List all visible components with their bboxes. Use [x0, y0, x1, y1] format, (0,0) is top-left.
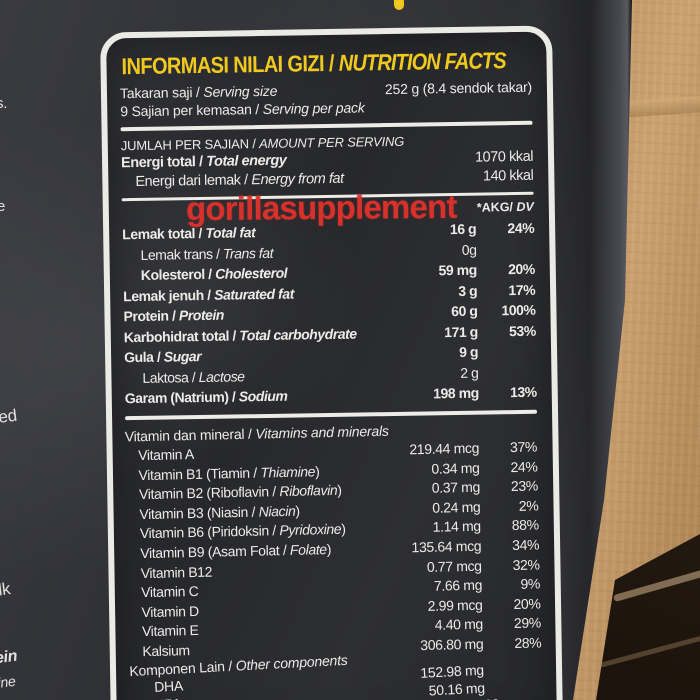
dv-header-dv: DV [516, 199, 534, 215]
dv-header-akg: *AKG/ [476, 200, 517, 215]
package-text-fragment: tine [0, 672, 17, 692]
panel-title-en: NUTRITION FACTS [338, 47, 506, 76]
package-text-fragment: ein [0, 647, 19, 668]
package-text-fragment: e [0, 198, 6, 215]
serving-per-pack-label: 9 Sajian per kemasan / Serving per pack [120, 98, 365, 120]
vitamins-section: Vitamin dan mineral / Vitamins and miner… [125, 418, 542, 661]
divider [125, 409, 538, 420]
amount-header-id: JUMLAH PER SAJIAN / [120, 136, 260, 154]
divider [120, 120, 533, 132]
nutrition-panel-content: INFORMASI NILAI GIZI / NUTRITION FACTS T… [106, 32, 557, 700]
vitamin-rows: Vitamin A 219.44 mcg 37% Vitamin B1 (Tiamin… [125, 437, 542, 661]
nutrition-panel: INFORMASI NILAI GIZI / NUTRITION FACTS T… [100, 25, 564, 700]
package-text-fragment: ilk [0, 579, 12, 600]
panel-title-id: INFORMASI NILAI GIZI / [121, 49, 339, 80]
watermark-text: gorillasupplement [185, 187, 457, 228]
serving-per-pack-en: Serving per pack [262, 99, 365, 118]
panel-title: INFORMASI NILAI GIZI / NUTRITION FACTS [121, 47, 506, 81]
nutrient-rows: Lemak total / Total fat 16 g 24% Lemak tran… [122, 218, 537, 409]
yellow-letter-fragment [393, 0, 405, 11]
amount-header-en: AMOUNT PER SERVING [258, 133, 405, 152]
serving-size-label-en: Serving size [203, 82, 278, 100]
package-text-fragment: led [0, 405, 18, 428]
package-text-fragment: s. [0, 95, 8, 112]
serving-size-label-id: Takaran saji / [119, 83, 204, 102]
serving-size-value: 252 g (8.4 sendok takar) [384, 78, 533, 98]
serving-per-pack-id: 9 Sajian per kemasan / [120, 101, 263, 120]
vitamins-header-en: Vitamins and minerals [255, 422, 389, 442]
vitamins-header-id: Vitamin dan mineral / [124, 425, 256, 444]
energy-rows: Energi total / Total energy 1070 kkal Ener… [121, 148, 534, 192]
